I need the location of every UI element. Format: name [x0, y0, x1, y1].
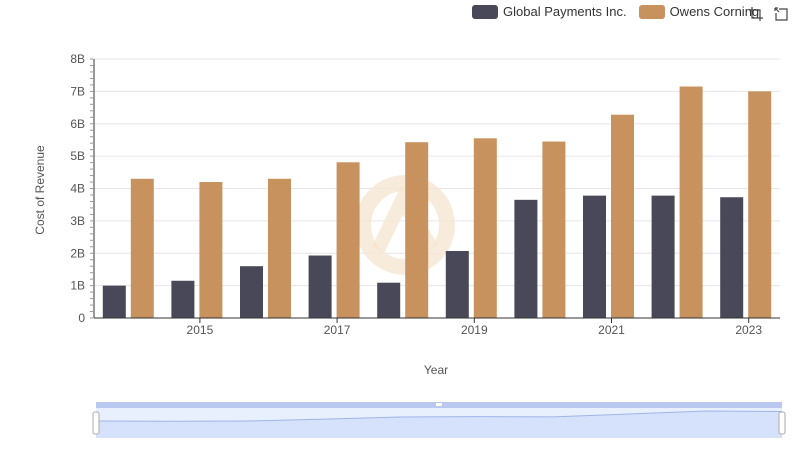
bar-owens-corning-2020[interactable]	[542, 141, 566, 318]
legend-swatch-global-payments	[472, 4, 498, 19]
bar-global-payments-2016[interactable]	[240, 266, 263, 318]
y-tick-label: 4B	[70, 182, 85, 196]
slider-grip-icon[interactable]	[436, 403, 442, 406]
legend: Global Payments Inc. Owens Corning	[472, 4, 771, 19]
x-tick-label: 2017	[324, 323, 351, 337]
x-tick-label: 2023	[735, 323, 762, 337]
bar-global-payments-2015[interactable]	[171, 280, 195, 318]
bar-owens-corning-2021[interactable]	[611, 114, 634, 318]
bars	[102, 86, 772, 318]
slider-right-handle[interactable]	[778, 411, 786, 435]
slider-left-handle[interactable]	[92, 411, 100, 435]
bar-owens-corning-2015[interactable]	[199, 182, 223, 318]
slider-preview-area	[96, 410, 782, 438]
bar-global-payments-2017[interactable]	[308, 255, 332, 318]
slider-preview-line	[95, 410, 783, 422]
bar-owens-corning-2016[interactable]	[268, 178, 291, 318]
bar-global-payments-2018[interactable]	[377, 282, 401, 318]
legend-label-global-payments: Global Payments Inc.	[503, 4, 627, 19]
legend-swatch-owens-corning	[638, 4, 665, 19]
x-tick-label: 2021	[598, 323, 625, 337]
bar-global-payments-2019[interactable]	[445, 250, 469, 318]
y-tick-label: 8B	[70, 52, 85, 66]
bar-global-payments-2020[interactable]	[514, 199, 538, 318]
x-tick-label: 2019	[461, 323, 488, 337]
y-tick-label: 0	[78, 311, 85, 325]
y-tick-label: 3B	[70, 214, 85, 228]
bar-owens-corning-2023[interactable]	[748, 91, 772, 318]
legend-label-owens-corning: Owens Corning	[669, 4, 760, 19]
watermark-logo	[355, 175, 455, 275]
x-tick-label: 2015	[187, 323, 214, 337]
y-tick-label: 1B	[70, 279, 85, 293]
axes: 0 1B 2B 3B 4B 5B 6B 7B 8B 2015 2017 2019 2021 2023	[70, 52, 780, 337]
y-tick-label: 2B	[70, 246, 85, 260]
zoom-reset-icon[interactable]	[773, 6, 789, 22]
bar-owens-corning-2018[interactable]	[405, 142, 429, 318]
legend-item-owens-corning[interactable]: Owens Corning	[638, 4, 760, 19]
legend-item-global-payments[interactable]: Global Payments Inc.	[472, 4, 627, 19]
bar-owens-corning-2019[interactable]	[473, 138, 497, 318]
zoom-select-icon[interactable]	[748, 6, 764, 22]
bar-global-payments-2021[interactable]	[583, 195, 606, 318]
x-axis-title: Year	[424, 363, 448, 377]
bar-global-payments-2014[interactable]	[102, 285, 126, 318]
y-axis-title: Cost of Revenue	[33, 145, 47, 235]
range-slider[interactable]	[92, 402, 786, 438]
y-tick-label: 7B	[70, 84, 85, 98]
bar-owens-corning-2022[interactable]	[679, 86, 703, 318]
bar-global-payments-2022[interactable]	[651, 195, 675, 318]
y-tick-label: 5B	[70, 149, 85, 163]
y-tick-label: 6B	[70, 117, 85, 131]
bar-owens-corning-2014[interactable]	[130, 178, 154, 318]
bar-global-payments-2023[interactable]	[720, 197, 744, 318]
bar-owens-corning-2017[interactable]	[336, 162, 360, 318]
